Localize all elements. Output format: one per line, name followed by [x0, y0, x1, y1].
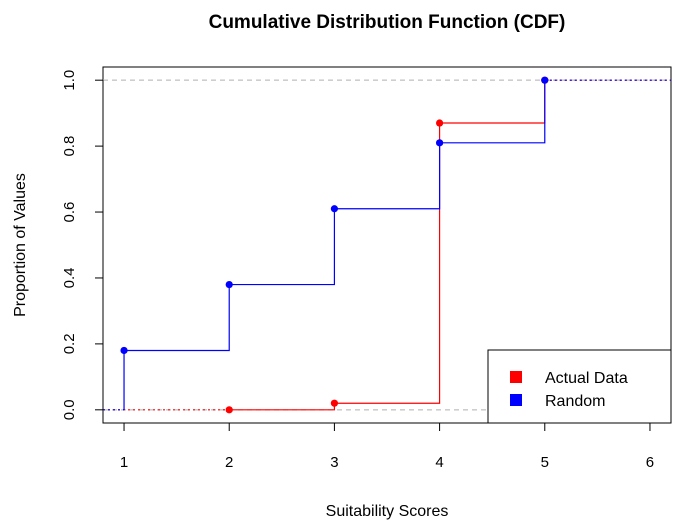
- legend-swatch: [510, 394, 522, 406]
- legend-swatch: [510, 371, 522, 383]
- y-tick-label: 0.6: [61, 202, 78, 223]
- data-point: [330, 205, 339, 213]
- x-tick-label: 5: [541, 454, 549, 471]
- data-point: [225, 406, 233, 414]
- data-point: [225, 280, 233, 289]
- x-tick-label: 1: [120, 454, 128, 471]
- reference-lines: [103, 79, 671, 411]
- chart-title: Cumulative Distribution Function (CDF): [209, 12, 566, 33]
- x-tick-label: 4: [435, 454, 443, 471]
- y-tick-label: 0.8: [61, 136, 78, 157]
- y-tick-label: 0.4: [61, 268, 78, 289]
- y-axis: 0.0 0.2 0.4 0.6 0.8 1.0: [61, 70, 104, 420]
- x-axis: 1 2 3 4 5 6: [120, 422, 654, 471]
- legend-label: Random: [545, 393, 605, 410]
- series-random: [103, 76, 671, 411]
- y-tick-label: 0.2: [61, 333, 78, 354]
- legend-box: [487, 349, 672, 424]
- y-tick-label: 1.0: [61, 70, 78, 91]
- y-axis-label: Proportion of Values: [12, 173, 29, 317]
- y-tick-label: 0.0: [61, 399, 78, 420]
- data-point: [435, 119, 444, 127]
- x-tick-label: 6: [646, 454, 654, 471]
- data-point: [330, 399, 339, 407]
- x-tick-label: 2: [225, 454, 233, 471]
- x-axis-label: Suitability Scores: [326, 503, 449, 520]
- data-point: [435, 139, 444, 147]
- x-tick-label: 3: [330, 454, 338, 471]
- legend: Actual Data Random: [487, 349, 672, 424]
- series-step-line: [123, 80, 546, 410]
- series-layer: [103, 76, 671, 414]
- data-point: [541, 76, 549, 84]
- legend-label: Actual Data: [545, 370, 628, 387]
- data-point: [120, 346, 128, 355]
